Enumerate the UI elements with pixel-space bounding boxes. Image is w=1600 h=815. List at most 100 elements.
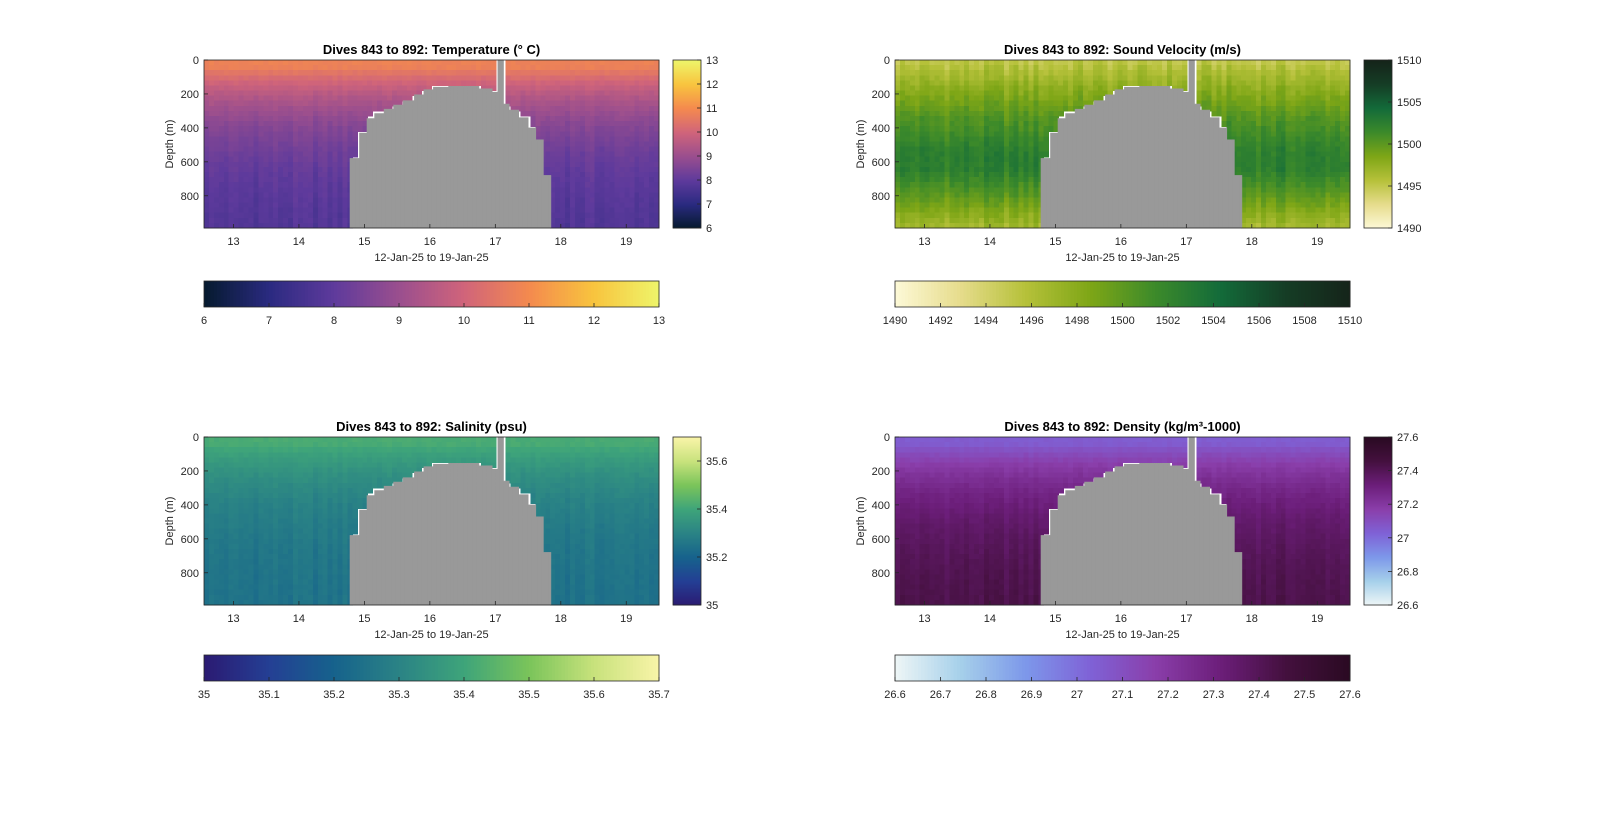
x-tick-label: 13 (918, 236, 930, 248)
x-tick-label: 19 (1311, 613, 1323, 625)
hcolorbar-tick-label: 1496 (1019, 315, 1043, 327)
hcolorbar-tick-label: 35 (198, 689, 210, 701)
colorbar-tick-label: 11 (706, 103, 717, 115)
vertical-colorbar (673, 60, 701, 229)
hcolorbar-tick-label: 9 (396, 315, 402, 327)
x-tick-label: 19 (620, 613, 632, 625)
hcolorbar-tick-label: 27.6 (1339, 689, 1360, 701)
chart-title: Dives 843 to 892: Sound Velocity (m/s) (1004, 42, 1241, 57)
colorbar-tick-label: 35.2 (706, 552, 727, 564)
hcolorbar-tick-label: 27.1 (1112, 689, 1133, 701)
colorbar-tick-label: 27.4 (1397, 466, 1418, 478)
y-tick-label: 200 (872, 89, 890, 101)
hcolorbar-tick-label: 26.8 (975, 689, 996, 701)
hcolorbar-tick-label: 13 (653, 315, 665, 327)
y-tick-label: 200 (181, 89, 199, 101)
x-tick-label: 17 (489, 613, 501, 625)
heatmap-cells (204, 437, 660, 606)
colorbar-tick-label: 9 (706, 151, 712, 163)
y-tick-label: 0 (193, 432, 199, 444)
colorbar-tick-label: 27.2 (1397, 499, 1418, 511)
y-tick-label: 200 (872, 466, 890, 478)
x-tick-label: 16 (424, 613, 436, 625)
colorbar-tick-label: 13 (706, 55, 718, 67)
y-tick-label: 0 (884, 432, 890, 444)
y-tick-label: 400 (181, 123, 199, 135)
x-tick-label: 14 (984, 613, 996, 625)
hcolorbar-tick-label: 35.2 (323, 689, 344, 701)
y-tick-label: 600 (872, 534, 890, 546)
y-tick-label: 600 (181, 157, 199, 169)
hcolorbar-tick-label: 1506 (1247, 315, 1271, 327)
hcolorbar-tick-label: 26.7 (930, 689, 951, 701)
colorbar-tick-label: 1510 (1397, 55, 1421, 67)
hcolorbar-tick-label: 1490 (883, 315, 907, 327)
hcolorbar-tick-label: 27.4 (1248, 689, 1269, 701)
y-tick-label: 600 (181, 534, 199, 546)
horizontal-colorbar (204, 281, 660, 307)
x-axis-label: 12-Jan-25 to 19-Jan-25 (374, 252, 488, 264)
y-tick-label: 200 (181, 466, 199, 478)
colorbar-tick-label: 35.6 (706, 456, 727, 468)
colorbar-tick-label: 26.8 (1397, 566, 1418, 578)
plot-frame (894, 59, 1351, 229)
hcolorbar-tick-label: 26.6 (884, 689, 905, 701)
colorbar-tick-label: 1500 (1397, 139, 1421, 151)
colorbar-tick-label: 12 (706, 79, 718, 91)
y-tick-label: 800 (872, 191, 890, 203)
chart-title: Dives 843 to 892: Salinity (psu) (336, 419, 527, 434)
y-axis-label: Depth (m) (164, 120, 176, 169)
hcolorbar-tick-label: 35.4 (453, 689, 474, 701)
x-tick-label: 15 (358, 613, 370, 625)
hcolorbar-tick-label: 1492 (928, 315, 952, 327)
horizontal-colorbar (895, 281, 1351, 307)
hcolorbar-tick-label: 1498 (1065, 315, 1089, 327)
colorbar-tick-label: 35.4 (706, 504, 727, 516)
x-axis-label: 12-Jan-25 to 19-Jan-25 (374, 629, 488, 641)
colorbar-tick-label: 27 (1397, 533, 1409, 545)
x-tick-label: 13 (918, 613, 930, 625)
x-tick-label: 15 (1049, 613, 1061, 625)
hcolorbar-tick-label: 1494 (974, 315, 998, 327)
vertical-colorbar-frame (1363, 436, 1393, 606)
hcolorbar-tick-label: 27.3 (1203, 689, 1224, 701)
colorbar-tick-label: 1490 (1397, 223, 1421, 235)
y-tick-label: 400 (872, 123, 890, 135)
chart-title: Dives 843 to 892: Temperature (° C) (323, 42, 540, 57)
chart-title: Dives 843 to 892: Density (kg/m³-1000) (1004, 419, 1240, 434)
vertical-colorbar-frame (672, 436, 702, 606)
y-axis-label: Depth (m) (855, 120, 867, 169)
x-tick-label: 18 (555, 613, 567, 625)
hcolorbar-tick-label: 27.5 (1294, 689, 1315, 701)
hcolorbar-tick-label: 35.5 (518, 689, 539, 701)
heatmap-panel-2: 13 14 15 16 17 18 19 0 200 400 600 800 Dives 843 to … (855, 42, 1421, 327)
plot-frame (894, 436, 1351, 606)
y-tick-label: 800 (872, 568, 890, 580)
heatmap-panel-1: 13 14 15 16 17 18 19 0 200 400 600 800 Dives 843 to … (164, 42, 718, 327)
hcolorbar-tick-label: 1502 (1156, 315, 1180, 327)
hcolorbar-tick-label: 1508 (1292, 315, 1316, 327)
colorbar-tick-label: 27.6 (1397, 432, 1418, 444)
x-tick-label: 16 (1115, 236, 1127, 248)
colorbar-tick-label: 26.6 (1397, 600, 1418, 612)
y-tick-label: 0 (884, 55, 890, 67)
x-tick-label: 14 (293, 613, 305, 625)
heatmap-panel-3: 13 14 15 16 17 18 19 0 200 400 600 800 Dives 843 to … (164, 419, 727, 701)
hcolorbar-tick-label: 6 (201, 315, 207, 327)
hcolorbar-tick-label: 1504 (1201, 315, 1225, 327)
hcolorbar-tick-label: 27.2 (1157, 689, 1178, 701)
x-tick-label: 17 (1180, 236, 1192, 248)
colorbar-tick-label: 1505 (1397, 97, 1421, 109)
x-tick-label: 16 (1115, 613, 1127, 625)
x-tick-label: 15 (1049, 236, 1061, 248)
horizontal-colorbar (204, 655, 660, 681)
x-tick-label: 13 (227, 613, 239, 625)
heatmap-cells (895, 60, 1351, 229)
x-tick-label: 16 (424, 236, 436, 248)
hcolorbar-tick-label: 12 (588, 315, 600, 327)
x-axis-label: 12-Jan-25 to 19-Jan-25 (1065, 252, 1179, 264)
colorbar-tick-label: 8 (706, 175, 712, 187)
x-tick-label: 19 (620, 236, 632, 248)
y-tick-label: 400 (181, 500, 199, 512)
